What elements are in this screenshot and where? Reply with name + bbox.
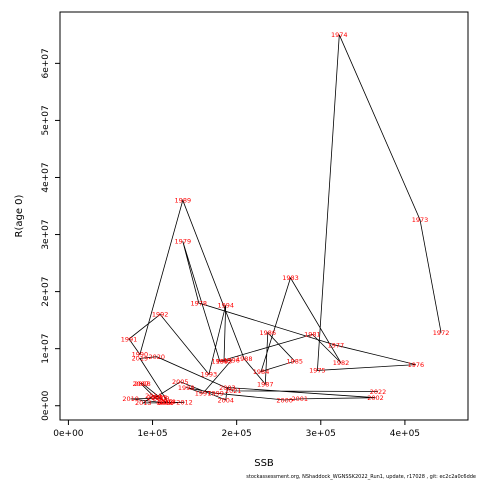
point-label-2005: 2005: [172, 378, 189, 386]
point-label-1982: 1982: [333, 359, 350, 367]
point-label-1996: 1996: [223, 356, 240, 364]
point-label-2020: 2020: [148, 353, 165, 361]
point-label-2004: 2004: [217, 396, 234, 404]
point-label-2003: 2003: [219, 384, 236, 392]
x-tick-label: 0e+00: [53, 429, 84, 439]
point-label-1981: 1981: [304, 331, 321, 339]
point-label-1988: 1988: [236, 355, 253, 363]
x-axis: 0e+00 1e+05 2e+05 3e+05 4e+05: [53, 420, 420, 439]
x-tick-label: 2e+05: [222, 429, 252, 439]
x-axis-title: SSB: [254, 458, 274, 469]
plot-frame: [59, 11, 469, 421]
point-label-2010: 2010: [122, 395, 139, 403]
point-label-1990: 1990: [132, 351, 149, 359]
x-tick-label: 1e+05: [137, 429, 167, 439]
point-label-2001: 2001: [291, 395, 308, 403]
point-label-1975: 1975: [309, 367, 326, 375]
point-label-1979: 1979: [175, 238, 192, 246]
point-label-2011: 2011: [157, 399, 174, 407]
point-label-2015: 2015: [151, 393, 168, 401]
point-label-1992: 1992: [152, 311, 169, 319]
point-label-2016: 2016: [156, 397, 173, 405]
point-label-1989: 1989: [175, 197, 192, 205]
point-label-1999: 1999: [207, 389, 224, 397]
point-label-1995: 1995: [216, 358, 233, 366]
point-labels: 1972 1973 1974 1975 1976 1977 1978 1979 1980 1981…: [121, 31, 450, 407]
point-label-1986: 1986: [260, 329, 277, 337]
point-label-1984: 1984: [253, 368, 270, 376]
series-line: [128, 34, 442, 404]
point-label-2008: 2008: [134, 380, 151, 388]
point-label-1993: 1993: [201, 371, 218, 379]
point-label-2000: 2000: [276, 396, 293, 404]
x-tick-label: 4e+05: [390, 429, 420, 439]
x-tick-label: 3e+05: [306, 429, 336, 439]
point-label-1998: 1998: [178, 384, 195, 392]
point-label-1985: 1985: [286, 358, 303, 366]
point-label-2007: 2007: [132, 380, 149, 388]
point-label-1973: 1973: [412, 216, 429, 224]
point-label-1978: 1978: [191, 299, 208, 307]
point-label-1974: 1974: [331, 31, 348, 39]
point-label-1980: 1980: [212, 358, 229, 366]
y-tick-label: 5e+07: [41, 105, 51, 135]
point-label-2002: 2002: [367, 394, 384, 402]
footer-note: stockassessment.org, NShaddock_WGNSSK202…: [246, 474, 476, 480]
point-label-1983: 1983: [282, 274, 299, 282]
point-label-2013: 2013: [135, 399, 152, 407]
y-tick-label: 2e+07: [41, 276, 51, 306]
point-label-2018: 2018: [159, 398, 176, 406]
y-tick-label: 3e+07: [41, 219, 51, 249]
point-label-2006: 2006: [147, 394, 164, 402]
point-label-1994: 1994: [217, 302, 234, 310]
point-label-1972: 1972: [433, 329, 450, 337]
point-label-1987: 1987: [257, 380, 274, 388]
y-tick-label: 4e+07: [41, 162, 51, 192]
point-label-2014: 2014: [145, 392, 162, 400]
point-label-1997: 1997: [195, 389, 212, 397]
series-path: [128, 34, 442, 404]
y-axis-title: R(age 0): [14, 194, 25, 237]
y-tick-label: 1e+07: [41, 334, 51, 364]
y-tick-label: 0e+00: [41, 390, 51, 421]
point-label-2022: 2022: [370, 388, 387, 396]
point-label-2021: 2021: [225, 387, 242, 395]
point-label-1991: 1991: [121, 335, 138, 343]
point-label-1977: 1977: [328, 342, 345, 350]
point-label-2019: 2019: [132, 355, 149, 363]
y-axis: 0e+00 1e+07 2e+07 3e+07 4e+07 5e+07 6e+07: [41, 48, 60, 421]
point-label-1976: 1976: [408, 361, 425, 369]
point-label-2017: 2017: [159, 399, 176, 407]
y-tick-label: 6e+07: [41, 48, 51, 78]
point-label-2012: 2012: [176, 399, 193, 407]
point-label-2009: 2009: [153, 395, 170, 403]
